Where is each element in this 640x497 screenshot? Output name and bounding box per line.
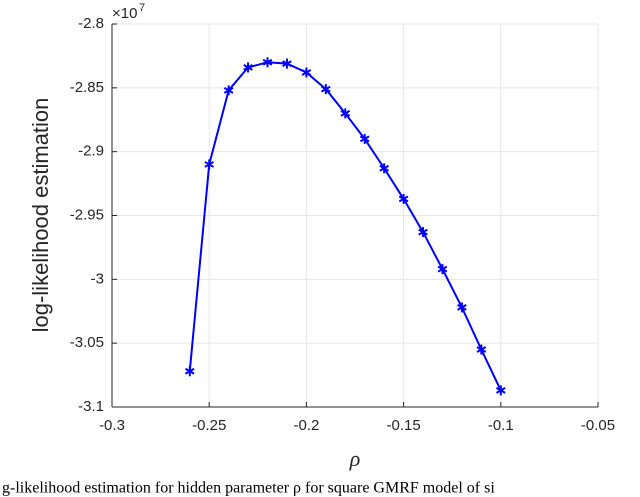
marker	[379, 163, 389, 174]
marker-stroke	[398, 195, 409, 203]
marker-stroke	[476, 346, 487, 353]
y-tick-label: -3.1	[78, 398, 104, 415]
marker-stroke	[359, 135, 370, 143]
x-tick-label: -0.05	[581, 417, 615, 434]
x-tick-label: -0.3	[99, 417, 125, 434]
marker	[495, 385, 506, 396]
marker	[223, 85, 234, 96]
x-tick-label: -0.25	[192, 417, 226, 434]
marker	[321, 84, 331, 95]
y-tick-label: -2.95	[70, 206, 104, 223]
marker	[282, 58, 292, 69]
marker	[476, 344, 487, 355]
marker	[359, 133, 370, 144]
marker-stroke	[418, 228, 428, 236]
marker-stroke	[495, 387, 506, 394]
y-scale-exponent: 7	[139, 2, 145, 14]
y-tick-label: -2.8	[78, 15, 104, 32]
y-tick-label: -2.85	[70, 79, 104, 96]
x-tick-label: -0.1	[488, 417, 514, 434]
marker-stroke	[321, 85, 331, 93]
marker	[457, 302, 467, 313]
marker	[418, 227, 428, 238]
marker-stroke	[340, 110, 351, 117]
marker-stroke	[262, 58, 273, 66]
marker-stroke	[437, 265, 448, 273]
marker-stroke	[282, 60, 292, 67]
y-scale-base: ×10	[112, 5, 137, 22]
marker	[243, 62, 253, 73]
caption: g-likelihood estimation for hidden param…	[2, 480, 495, 497]
x-tick-label: -0.15	[386, 417, 420, 434]
marker	[262, 57, 273, 68]
x-axis-label: ρ	[349, 446, 361, 471]
marker-stroke	[184, 367, 195, 375]
marker-stroke	[223, 87, 234, 94]
marker	[184, 366, 195, 377]
y-tick-label: -2.9	[78, 143, 104, 160]
marker-stroke	[204, 161, 215, 168]
marker	[437, 264, 448, 275]
marker-stroke	[301, 69, 312, 76]
marker-stroke	[379, 164, 389, 172]
y-tick-label: -3	[91, 270, 104, 287]
y-axis-label: log-likelihood estimation	[28, 98, 53, 333]
y-tick-label: -3.05	[70, 334, 104, 351]
marker	[204, 159, 215, 170]
marker	[340, 108, 351, 119]
x-tick-label: -0.2	[293, 417, 319, 434]
marker	[301, 67, 312, 78]
marker-stroke	[243, 64, 253, 71]
marker	[398, 193, 409, 204]
marker-stroke	[457, 304, 467, 311]
